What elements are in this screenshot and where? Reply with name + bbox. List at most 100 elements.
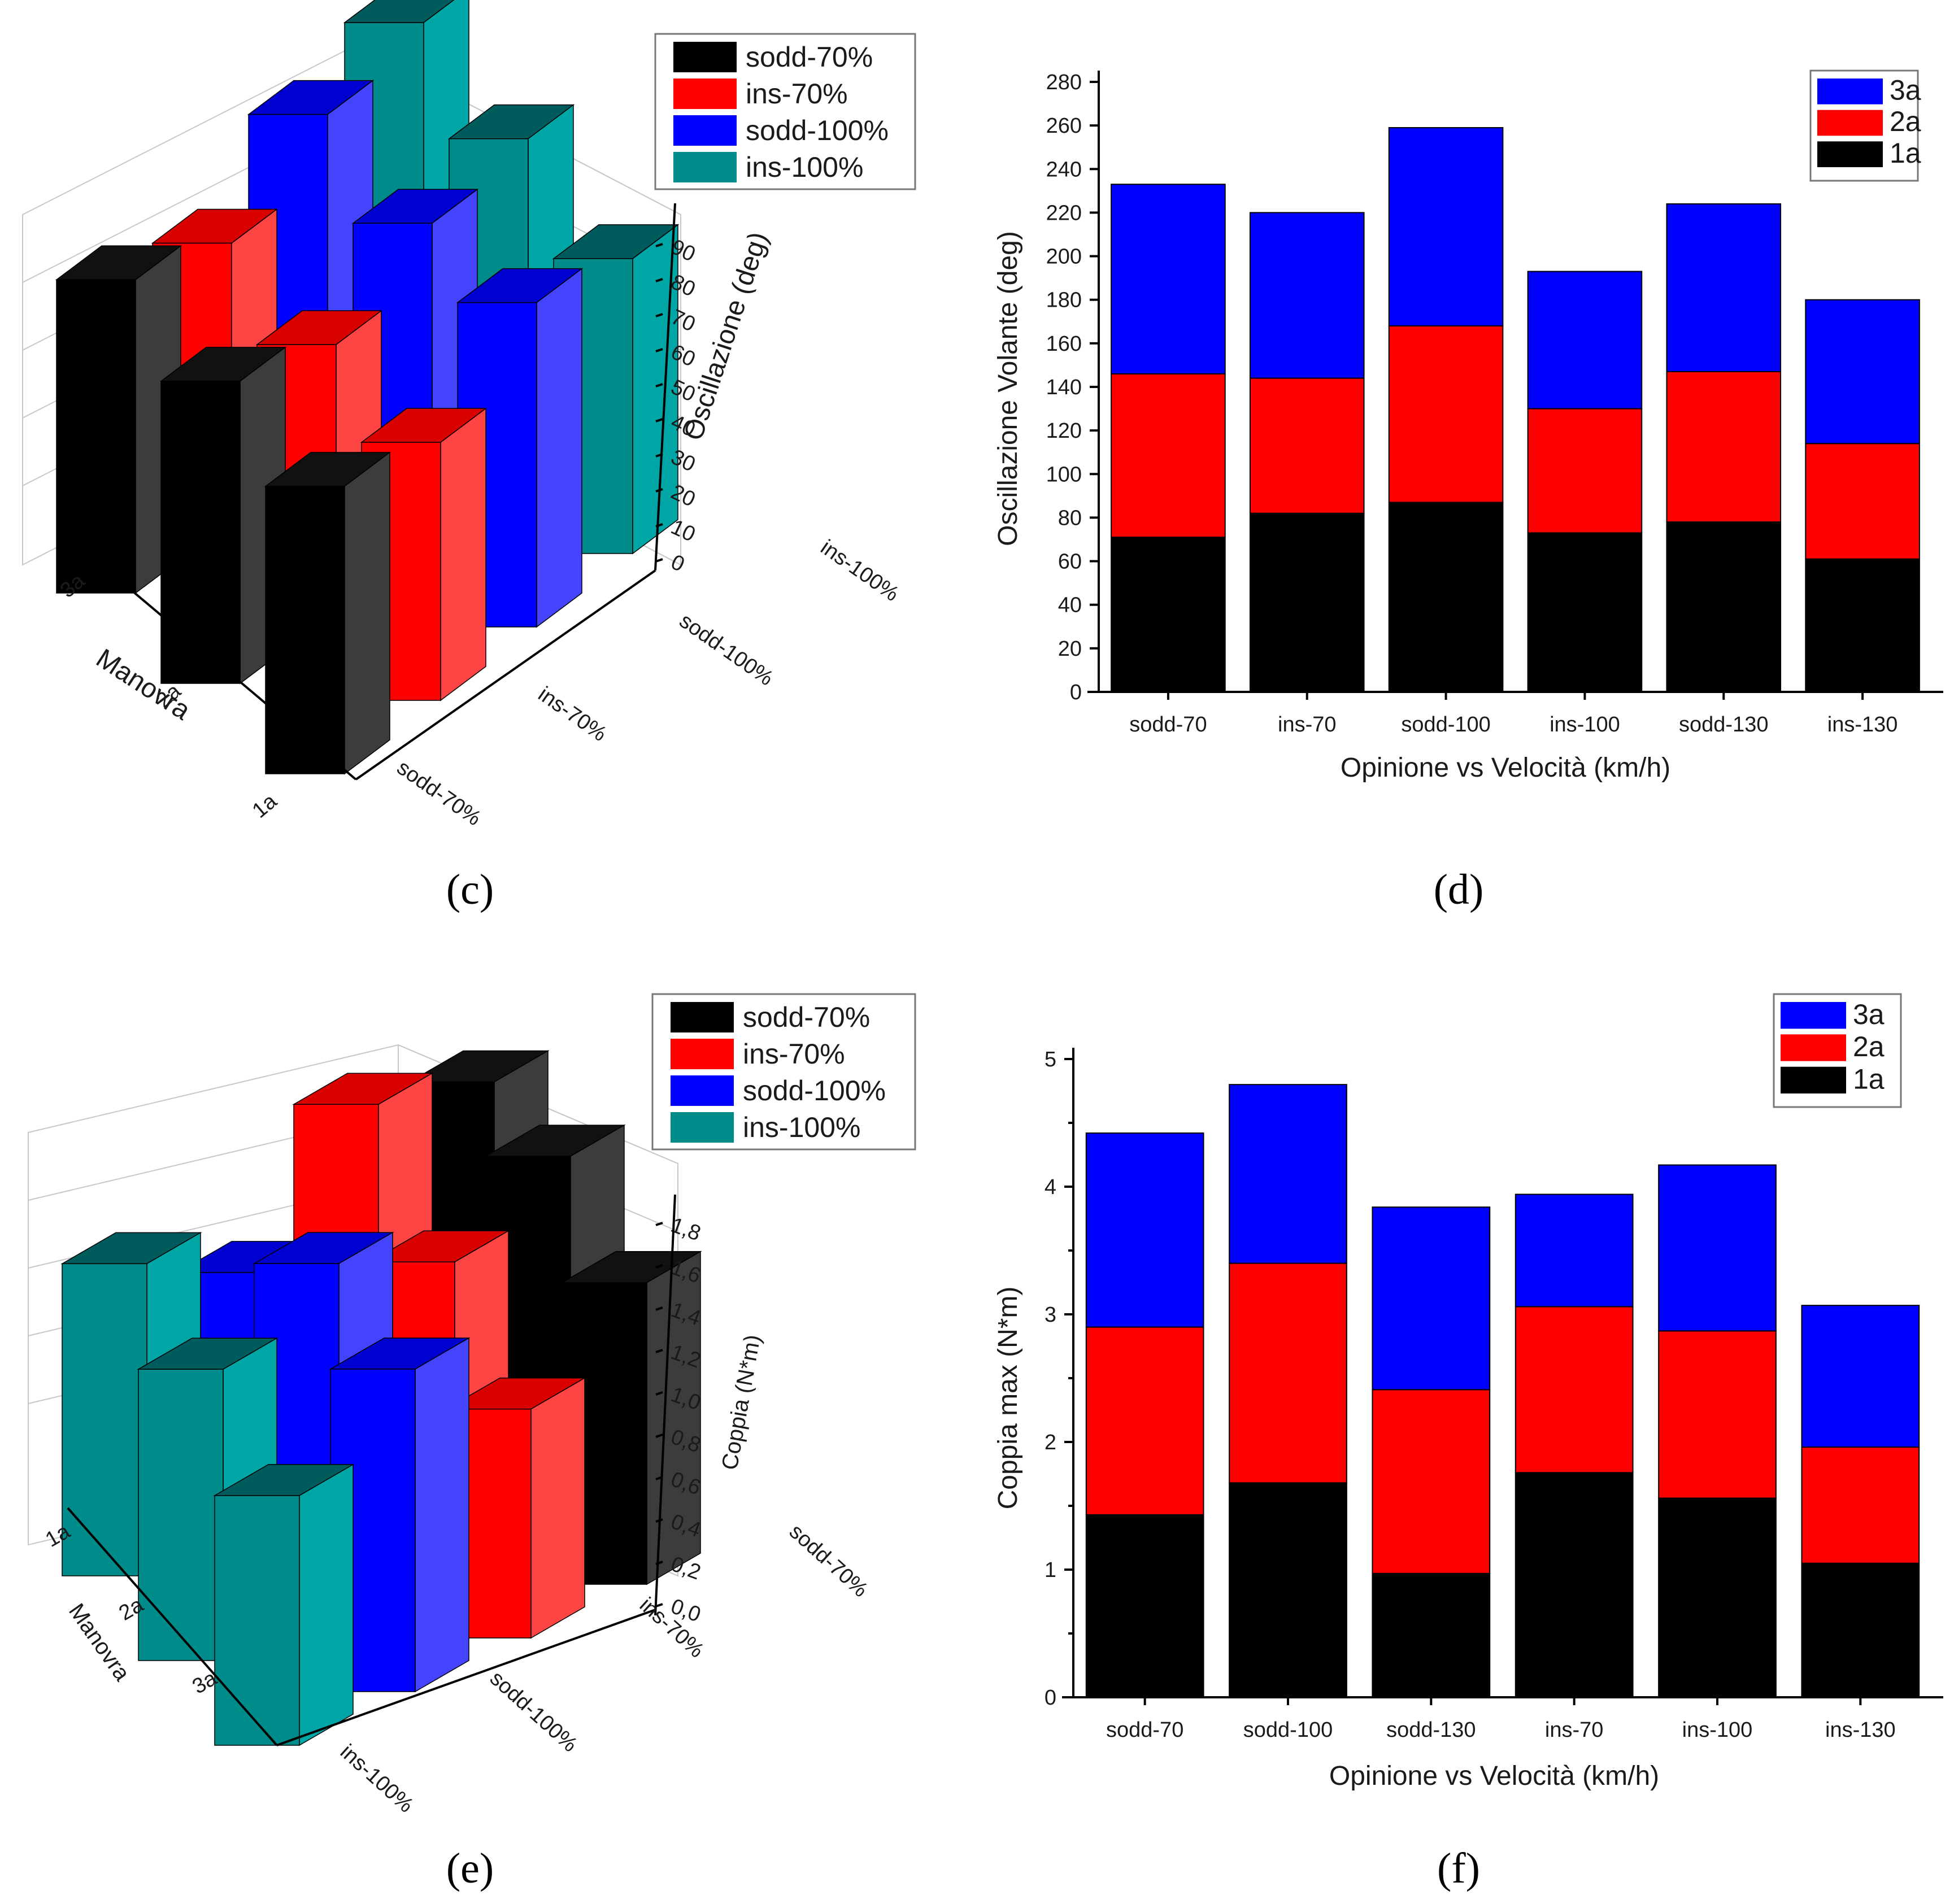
e-bar-3a-ins-100% (213, 1463, 355, 1746)
c-base-edge (355, 569, 656, 781)
d-bar-3a-ins-130 (1805, 299, 1920, 445)
d-bar-3a-sodd-130 (1666, 203, 1782, 372)
c-bars (55, 0, 680, 775)
d-bar-2a-ins-100 (1527, 408, 1643, 534)
f-x-tick-label: sodd-100 (1243, 1718, 1333, 1742)
d-bar-2a-sodd-100 (1388, 325, 1504, 503)
c-bar-2a-sodd-70%-front (160, 381, 241, 684)
e-bars (60, 1050, 702, 1746)
f-bar-1a-sodd-70 (1085, 1514, 1204, 1698)
f-bars (1085, 1084, 1920, 1698)
c-bar-1a-ins-70%-side (440, 407, 486, 702)
f-legend-swatch-3a (1781, 1002, 1846, 1029)
c-legend-label: ins-70% (746, 78, 848, 110)
d-bar-3a-ins-100 (1527, 271, 1643, 409)
e-bar-3a-sodd-100%-side (415, 1337, 469, 1693)
panel-d-chart: sodd-70 ins-70 sodd-100 ins-100 sodd-130 ins-… (993, 69, 1943, 913)
c-z-axis-line (654, 203, 676, 571)
f-x-tick-label: ins-100 (1682, 1718, 1753, 1742)
d-y-tick-label: 220 (1046, 201, 1082, 225)
f-legend-label: 1a (1853, 1063, 1885, 1095)
e-z-tick (655, 1349, 663, 1353)
e-z-tick (655, 1306, 663, 1311)
d-x-tick-label: sodd-130 (1679, 713, 1768, 737)
e-z-tick (655, 1391, 663, 1396)
f-y-tick-label: 2 (1045, 1431, 1056, 1454)
c-bar-2a-sodd-70% (159, 346, 287, 685)
f-bar-2a-ins-100 (1658, 1330, 1777, 1499)
d-bar-3a-sodd-100 (1388, 127, 1504, 326)
d-bar-1a-sodd-130 (1666, 521, 1782, 693)
e-z-tick (655, 1222, 663, 1226)
d-bars (1111, 127, 1920, 693)
c-legend: sodd-70% ins-70% sodd-100% ins-100% (654, 33, 916, 190)
f-bar-1a-ins-70 (1515, 1472, 1634, 1698)
e-bar-3a-ins-70%-side (530, 1377, 585, 1639)
f-bar-2a-ins-70 (1515, 1306, 1634, 1474)
f-bar-1a-ins-100 (1658, 1497, 1777, 1698)
d-y-tick-label: 60 (1058, 550, 1082, 574)
f-bar-3a-ins-100 (1658, 1164, 1777, 1332)
f-bar-3a-ins-130 (1801, 1305, 1920, 1448)
c-z-tick (655, 278, 663, 282)
c-bar-1a-sodd-70%-side (344, 451, 390, 775)
f-legend-label: 2a (1853, 1031, 1885, 1062)
f-x-axis-title: Opinione vs Velocità (km/h) (1329, 1761, 1659, 1791)
f-x-tick-label: sodd-70 (1106, 1718, 1183, 1742)
e-z-tick (655, 1603, 663, 1607)
f-y-axis-title: Coppia max (N*m) (993, 1287, 1023, 1510)
e-bar-3a-ins-100%-side (299, 1463, 354, 1746)
d-bar-1a-ins-100 (1527, 532, 1643, 693)
d-y-tick-label: 80 (1058, 506, 1082, 530)
d-y-tick-label: 260 (1046, 114, 1082, 138)
c-legend-label: ins-100% (746, 151, 863, 183)
c-z-tick (655, 558, 663, 563)
d-y-tick-label: 280 (1046, 71, 1082, 94)
d-x-axis-title: Opinione vs Velocità (km/h) (1341, 753, 1670, 783)
e-base-edge (276, 1609, 656, 1746)
e-z-axis-line (654, 1194, 676, 1616)
c-legend-swatch-ins-70% (673, 79, 737, 109)
d-bar-3a-sodd-70 (1111, 184, 1226, 374)
f-bar-1a-sodd-100 (1229, 1482, 1347, 1698)
c-legend-swatch-ins-100% (673, 152, 737, 182)
c-legend-swatch-sodd-100% (673, 115, 737, 146)
f-y-tick-label: 5 (1045, 1048, 1056, 1071)
d-bar-2a-sodd-70 (1111, 373, 1226, 538)
c-bar-1a-sodd-70%-front (265, 486, 345, 774)
f-axes: sodd-70 sodd-100 sodd-130 ins-70 ins-100 ins-… (1045, 1048, 1943, 1742)
e-legend-swatch-sodd-70% (671, 1002, 734, 1032)
d-legend-swatch-1a (1817, 141, 1883, 167)
e-bar-2a-ins-100%-front (138, 1369, 224, 1661)
c-base-edge (67, 535, 357, 781)
d-x-tick-label: ins-130 (1827, 713, 1898, 737)
d-axes: sodd-70 ins-70 sodd-100 ins-100 sodd-130 ins-… (1046, 71, 1943, 737)
e-z-tick (655, 1434, 663, 1438)
f-bar-3a-ins-70 (1515, 1193, 1634, 1308)
e-legend: sodd-70% ins-70% sodd-100% ins-100% (651, 993, 916, 1151)
c-z-tick (655, 348, 663, 352)
f-y-tick-label: 0 (1045, 1686, 1056, 1710)
e-legend-swatch-ins-100% (671, 1112, 734, 1143)
d-y-tick-label: 120 (1046, 419, 1082, 443)
f-x-tick-label: sodd-130 (1386, 1718, 1476, 1742)
f-bar-1a-ins-130 (1801, 1562, 1920, 1698)
f-bar-1a-sodd-130 (1372, 1572, 1491, 1698)
f-bar-2a-sodd-130 (1372, 1389, 1491, 1574)
e-legend-swatch-sodd-100% (671, 1075, 734, 1106)
d-legend-label: 3a (1890, 74, 1921, 106)
d-y-tick-label: 160 (1046, 332, 1082, 356)
d-y-tick-label: 100 (1046, 463, 1082, 486)
d-bar-1a-sodd-70 (1111, 537, 1226, 693)
c-legend-label: sodd-70% (746, 41, 873, 73)
e-legend-label: ins-70% (743, 1038, 845, 1070)
d-x-tick-label: ins-70 (1278, 713, 1337, 737)
d-y-tick-label: 20 (1058, 637, 1082, 661)
d-legend-swatch-3a (1817, 79, 1883, 104)
d-legend-label: 2a (1890, 106, 1921, 137)
d-y-tick-label: 140 (1046, 376, 1082, 399)
e-z-tick (655, 1264, 663, 1269)
